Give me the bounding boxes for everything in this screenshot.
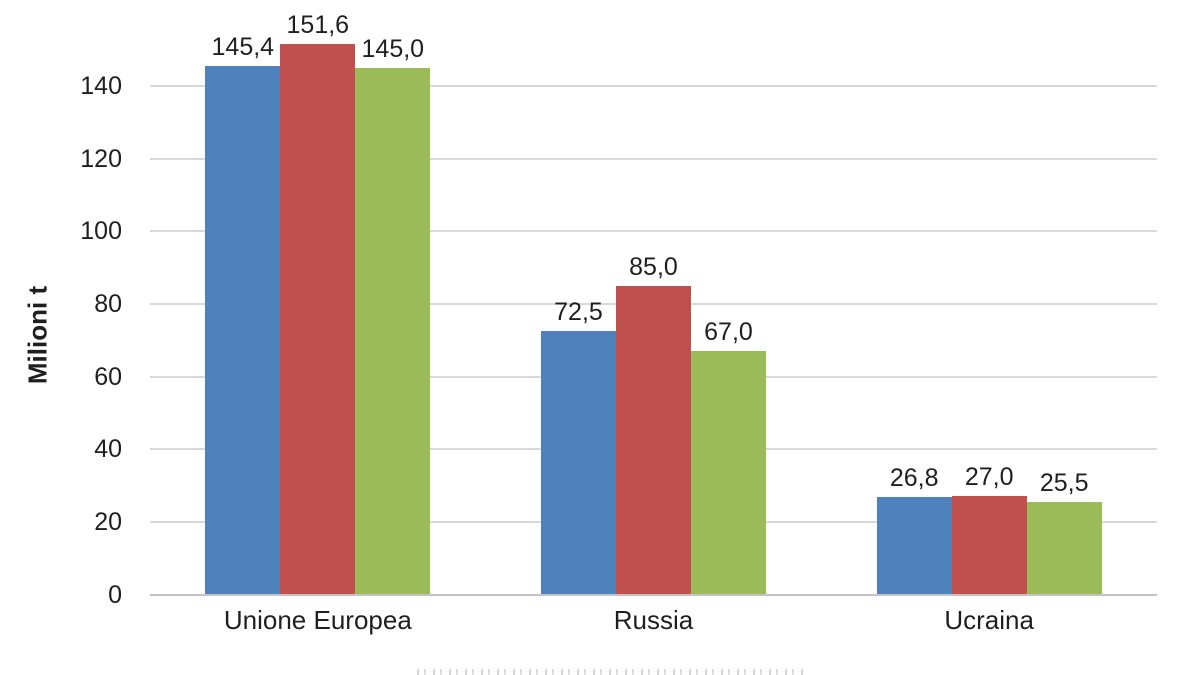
y-tick-label: 60: [94, 362, 122, 391]
bar: [1026, 501, 1102, 595]
y-tick-label: 100: [80, 217, 122, 246]
y-tick-label: 140: [80, 72, 122, 100]
bar: [355, 67, 431, 595]
bar-value-label: 145,4: [211, 33, 275, 62]
bar: [280, 43, 356, 595]
y-tick-label: 20: [94, 507, 122, 536]
cropped-legend-remnant: [417, 669, 807, 675]
bar-value-label: 72,5: [554, 298, 603, 327]
bar: [205, 66, 281, 595]
bar-value-label: 151,6: [286, 10, 350, 39]
category-label: Unione Europea: [223, 605, 412, 635]
bar-value-label: 27,0: [964, 463, 1014, 492]
gridline: [150, 157, 1157, 160]
bar-value-label: 145,0: [361, 34, 425, 63]
y-tick-label: 40: [94, 435, 122, 464]
bar-value-label: 25,5: [1039, 468, 1089, 497]
bar-value-label: 67,0: [704, 318, 753, 347]
gridline: [150, 230, 1157, 233]
y-tick-label: 80: [94, 289, 122, 318]
bar-value-label: 85,0: [629, 252, 678, 281]
gridline: [150, 593, 1157, 596]
bar: [691, 351, 766, 595]
y-tick-label: 120: [80, 144, 122, 173]
bar: [951, 496, 1027, 595]
y-tick-label: 0: [108, 580, 122, 609]
gridline: [150, 85, 1157, 87]
bar: [616, 285, 691, 595]
bar: [876, 497, 952, 595]
category-label: Ucraina: [944, 605, 1034, 635]
category-label: Russia: [613, 605, 694, 635]
bar-value-label: 26,8: [889, 464, 939, 493]
bar: [541, 331, 616, 595]
